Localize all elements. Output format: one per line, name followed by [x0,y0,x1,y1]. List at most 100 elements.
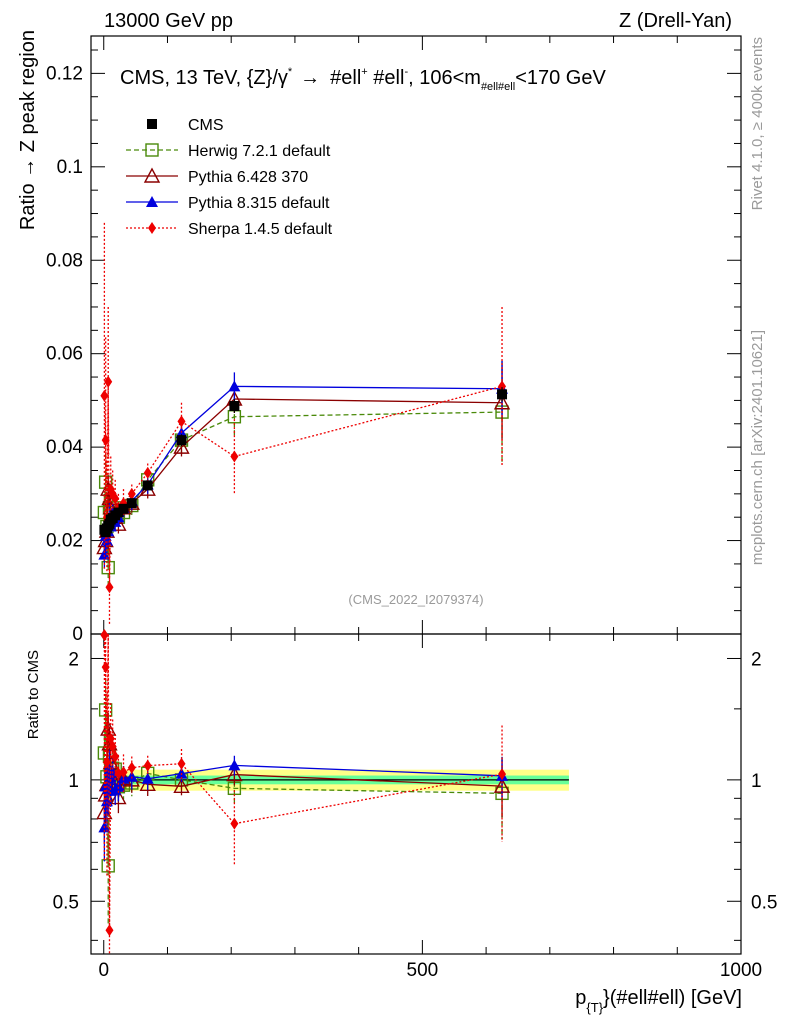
marker-diamond [111,750,120,763]
marker-diamond [127,761,136,774]
ratio-y-tick-label: 2 [68,649,79,670]
ratio-series-herwig [97,680,509,924]
title-arrow: → [300,67,320,89]
marker-diamond [101,434,110,447]
marker-square [113,507,124,518]
legend-item-sherpa: Sherpa 1.4.5 default [126,221,333,238]
marker-diamond [101,661,110,674]
x-tick-label: 0 [98,960,109,981]
ratio-y-tick-label: 1 [68,771,79,792]
marker-open-triangle [139,775,156,792]
marker-diamond [102,756,111,769]
marker-diamond [105,924,114,937]
series-line [103,398,503,548]
marker-triangle [228,759,241,771]
y-tick-label: 0.12 [46,63,83,84]
ratio-plot: 0.5 0.5 1 1 2 2 0 500 1000 [53,628,777,981]
title-sup-b: + [361,66,367,78]
title-part-e: <170 GeV [515,67,606,89]
ratio-y-axis-label: Ratio to CMS [25,650,42,739]
series-sherpa [100,222,507,625]
title-part-a: CMS, 13 TeV, {Z}/γ [120,67,288,89]
marker-open-triangle [173,438,190,454]
y-tick-label: 0.1 [57,157,83,178]
marker-square [142,480,153,491]
marker-square [118,503,129,514]
series-pythia6 [96,365,511,562]
header-left: 13000 GeV pp [104,10,233,32]
marker-triangle [125,770,138,782]
header-right: Z (Drell-Yan) [619,10,732,32]
y-axis-label: Ratio → Z peak region [17,30,39,230]
ratio-series-pythia8 [98,749,509,862]
ratio-frame [90,633,742,955]
legend-item-cms: CMS [147,117,224,134]
legend-label: CMS [188,117,224,134]
marker-square [147,119,157,129]
main-y-ticks: 0 0.02 0.04 0.06 0.08 0.1 0.12 [46,49,741,645]
title-part-c: #ell [368,67,405,89]
marker-triangle [141,772,154,784]
main-x-ticks [103,36,742,634]
x-label-rest: }(#ell#ell) [GeV] [603,987,742,1009]
marker-open-square [101,859,115,873]
marker-diamond [230,817,239,830]
marker-diamond [177,415,186,428]
marker-diamond [111,492,120,505]
marker-diamond [143,759,152,772]
ratio-series-sherpa [100,628,507,954]
title-sup-c: - [404,66,408,78]
marker-square [229,401,240,412]
legend-label: Pythia 8.315 default [188,195,330,212]
legend-item-herwig: Herwig 7.2.1 default [126,143,331,160]
y-tick-label: 0.06 [46,344,83,365]
marker-square [176,435,187,446]
marker-diamond [100,389,109,402]
legend-item-pythia8: Pythia 8.315 default [126,195,330,212]
ratio-y-ticks: 0.5 0.5 1 1 2 2 [53,649,777,941]
mcplots-label: mcplots.cern.ch [arXiv:2401.10621] [749,330,766,565]
marker-square [497,389,508,400]
marker-diamond [143,466,152,479]
legend-label: Sherpa 1.4.5 default [188,221,333,238]
x-label-sub: {T} [586,1000,603,1015]
marker-triangle [112,780,125,792]
marker-diamond [108,740,117,753]
marker-diamond [105,581,114,594]
ratio-y-tick-label-right: 1 [751,771,762,792]
y-tick-label: 0.04 [46,437,83,458]
series-line [103,411,503,568]
rivet-label: Rivet 4.1.0, ≥ 400k events [749,37,766,210]
marker-diamond [127,487,136,500]
ratio-y-tick-label-right: 0.5 [751,892,777,913]
legend-item-pythia6: Pythia 6.428 370 [126,167,308,186]
plot-title: CMS, 13 TeV, {Z}/γ* → #ell+ #ell-, 106<m#e… [120,66,606,93]
marker-diamond [148,222,156,234]
marker-diamond [119,766,128,779]
x-tick-label: 1000 [720,960,762,981]
main-plot: 0 0.02 0.04 0.06 0.08 0.1 0.12 [46,35,742,645]
marker-diamond [498,768,507,781]
marker-open-square [145,143,159,157]
ratio-series [96,628,511,954]
y-tick-label: 0.08 [46,250,83,271]
title-sub-d: #ell#ell [481,81,515,93]
main-series [96,222,511,625]
ratio-y-tick-label: 0.5 [53,892,79,913]
marker-diamond [114,767,123,780]
series-line [103,385,503,555]
marker-diamond [230,450,239,463]
legend-label: Herwig 7.2.1 default [188,143,331,160]
marker-triangle [146,196,158,207]
marker-open-triangle [173,777,190,794]
title-part-d: , 106<m [408,67,481,89]
marker-diamond [104,375,113,388]
title-sup-a: * [288,66,293,78]
analysis-id: (CMS_2022_I2079374) [348,592,483,607]
marker-open-square [101,560,115,575]
marker-triangle [228,380,241,392]
legend: CMS Herwig 7.2.1 default Pythia 6.428 370 P… [126,117,333,238]
series-cms [99,387,508,538]
x-axis-label: p{T}}(#ell#ell) [GeV] [575,987,742,1015]
